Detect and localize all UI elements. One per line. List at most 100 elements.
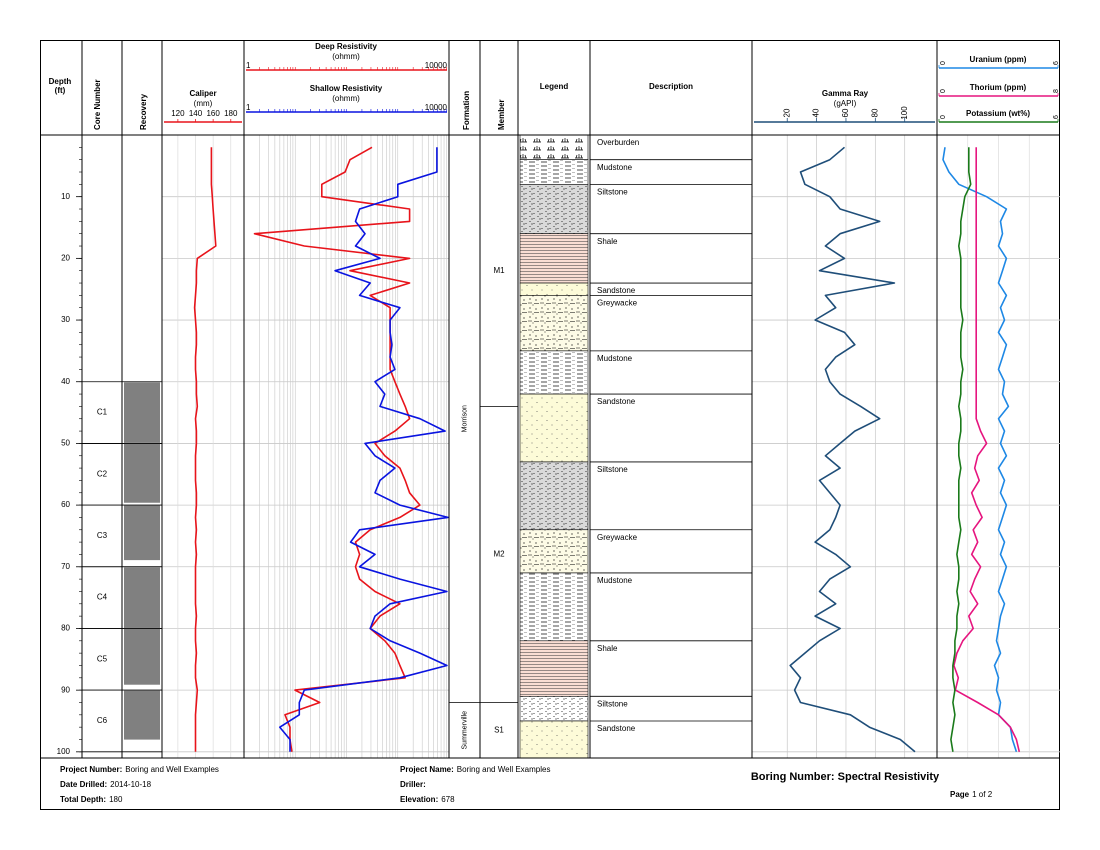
depth-tick-label: 10: [61, 192, 70, 201]
log-curve: [942, 147, 1018, 753]
lithology-pattern: [519, 295, 589, 352]
deep-title: Deep Resistivity: [315, 42, 377, 51]
log-curve: [953, 147, 1021, 752]
description-text: Siltstone: [597, 465, 628, 474]
caliper-title: Caliper: [189, 89, 216, 98]
core-label: C5: [97, 654, 108, 663]
description-text: Sandstone: [597, 286, 636, 295]
lithology-pattern: [519, 696, 589, 722]
spectral-tick-label: 8: [1053, 89, 1060, 93]
caliper-tick-label: 140: [189, 109, 203, 118]
description-text: Mudstone: [597, 354, 633, 363]
member-label: S1: [494, 725, 504, 734]
core-label: C1: [97, 408, 108, 417]
gamma-tick-label: 20: [782, 108, 791, 117]
depth-tick-label: 90: [61, 685, 70, 694]
core-label: C2: [97, 469, 108, 478]
member-title: Member: [497, 99, 506, 130]
footer-label: Elevation:: [400, 795, 438, 804]
footer-value: Boring and Well Examples: [457, 765, 551, 774]
lithology-pattern: [519, 720, 589, 759]
lithology-pattern: [519, 184, 589, 234]
spectral-title: Thorium (ppm): [970, 83, 1027, 92]
recovery-bar: [124, 505, 160, 561]
recovery-title: Recovery: [139, 93, 148, 130]
lithology-pattern: [519, 640, 589, 697]
resistivity-tick-label: 1: [246, 103, 251, 112]
description-text: Sandstone: [597, 397, 636, 406]
lithology-pattern: [519, 159, 589, 185]
gamma-tick-label: 80: [870, 108, 879, 117]
legend-title: Legend: [540, 82, 569, 91]
log-curve: [193, 147, 217, 752]
log-curve: [253, 146, 421, 752]
depth-tick-label: 40: [61, 377, 70, 386]
caliper-tick-label: 160: [206, 109, 220, 118]
resistivity-tick-label: 10000: [425, 61, 448, 70]
depth-tick-label: 60: [61, 500, 70, 509]
footer-label: Project Name:: [400, 765, 454, 774]
formation-label: Morrison: [461, 405, 468, 432]
footer-value: 2014-10-18: [110, 780, 151, 789]
depth-tick-label: 100: [57, 747, 71, 756]
description-text: Mudstone: [597, 576, 633, 585]
footer-value: Boring and Well Examples: [125, 765, 219, 774]
resistivity-tick-label: 10000: [425, 103, 448, 112]
gamma-tick-label: 100: [900, 106, 909, 120]
footer-label: Date Drilled:: [60, 780, 107, 789]
gamma-title: Gamma Ray: [822, 89, 869, 98]
shallow-unit: (ohmm): [332, 94, 360, 103]
spectral-tick-label: 6: [1053, 115, 1060, 119]
depth-tick-label: 80: [61, 624, 70, 633]
resistivity-tick-label: 1: [246, 61, 251, 70]
description-text: Greywacke: [597, 533, 638, 542]
caliper-unit: (mm): [194, 99, 213, 108]
description-text: Mudstone: [597, 163, 633, 172]
caliper-tick-label: 180: [224, 109, 238, 118]
deep-unit: (ohmm): [332, 52, 360, 61]
spectral-tick-label: 0: [940, 115, 947, 119]
spectral-tick-label: 0: [940, 61, 947, 65]
description-text: Sandstone: [597, 724, 636, 733]
footer-value: 678: [441, 795, 455, 804]
spectral-tick-label: 0: [940, 89, 947, 93]
page-label: Page: [950, 790, 970, 799]
description-text: Siltstone: [597, 187, 628, 196]
lithology-pattern: [519, 233, 589, 284]
lithology-pattern: [519, 572, 589, 642]
gamma-tick-label: 60: [841, 108, 850, 117]
formation-title: Formation: [462, 91, 471, 130]
depth-tick-label: 30: [61, 315, 70, 324]
lithology-pattern: [519, 393, 589, 463]
recovery-bar: [124, 567, 160, 628]
core-label: C4: [97, 593, 108, 602]
description-text: Overburden: [597, 138, 639, 147]
lithology-pattern: [519, 350, 589, 395]
footer-label: Project Number:: [60, 765, 122, 774]
member-label: M1: [493, 266, 505, 275]
footer-value: 180: [109, 795, 123, 804]
spectral-tick-label: 6: [1053, 61, 1060, 65]
spectral-title: Potassium (wt%): [966, 109, 1030, 118]
formation-label: Summerville: [461, 711, 468, 750]
lithology-pattern: [519, 529, 589, 574]
description-text: Greywacke: [597, 298, 638, 307]
core-title: Core Number: [93, 79, 102, 130]
depth-unit: (ft): [55, 86, 66, 95]
log-curve: [279, 147, 449, 752]
description-text: Shale: [597, 237, 618, 246]
gamma-unit: (gAPI): [834, 99, 857, 108]
spectral-title: Uranium (ppm): [970, 55, 1027, 64]
frame: [40, 40, 1060, 810]
recovery-bar: [124, 628, 160, 685]
log-curve: [950, 147, 972, 752]
boring-number: Boring Number: Spectral Resistivity: [751, 771, 940, 783]
depth-tick-label: 20: [61, 253, 70, 262]
page-number: 1 of 2: [972, 790, 993, 799]
lithology-pattern: [519, 134, 589, 160]
depth-tick-label: 50: [61, 439, 70, 448]
caliper-tick-label: 120: [171, 109, 185, 118]
core-label: C6: [97, 716, 108, 725]
core-label: C3: [97, 531, 108, 540]
